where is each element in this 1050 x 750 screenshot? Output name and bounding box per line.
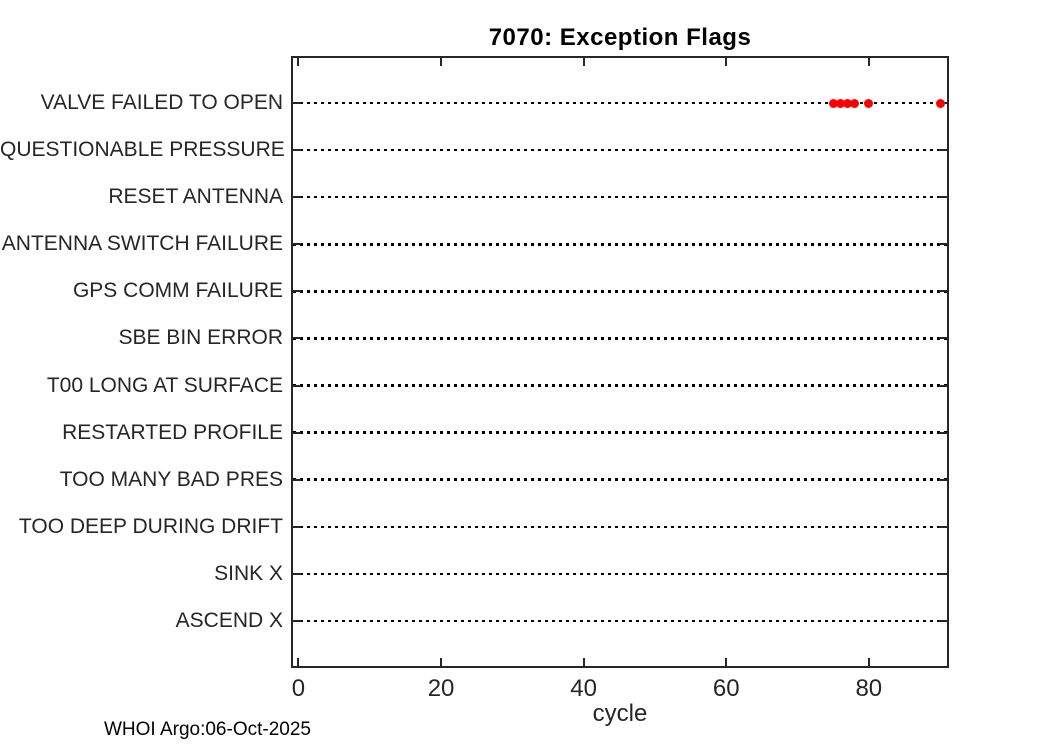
grid-line: [293, 525, 947, 529]
plot-area: [291, 56, 949, 668]
x-tick-mark: [297, 658, 300, 666]
y-tick-mark: [939, 290, 947, 293]
y-tick-mark: [939, 337, 947, 340]
y-tick-mark: [293, 149, 301, 152]
x-tick-mark: [582, 58, 585, 66]
y-tick-label: ASCEND X: [175, 608, 283, 632]
y-tick-mark: [939, 384, 947, 387]
y-tick-mark: [293, 243, 301, 246]
y-tick-mark: [939, 243, 947, 246]
y-tick-mark: [293, 196, 301, 199]
y-tick-label: SBE BIN ERROR: [118, 326, 283, 350]
grid-line: [293, 195, 947, 199]
y-tick-mark: [293, 619, 301, 622]
grid-line: [293, 478, 947, 481]
y-tick-label: T00 LONG AT SURFACE: [46, 373, 283, 397]
grid-line: [293, 101, 947, 105]
x-tick-mark: [440, 658, 443, 666]
y-tick-mark: [293, 102, 301, 105]
x-tick-label: 40: [570, 675, 597, 702]
x-tick-mark: [867, 658, 870, 666]
grid-line: [293, 148, 947, 152]
y-tick-mark: [939, 478, 947, 481]
y-tick-mark: [293, 431, 301, 434]
y-tick-mark: [293, 337, 301, 340]
data-point: [850, 98, 860, 108]
y-tick-label: TOO DEEP DURING DRIFT: [18, 514, 283, 538]
x-tick-label: 20: [427, 675, 455, 702]
y-tick-mark: [939, 572, 947, 575]
y-tick-label: SINK X: [214, 561, 283, 585]
y-tick-label: ANTENNA SWITCH FAILURE: [1, 232, 283, 256]
data-point: [835, 98, 845, 108]
y-tick-mark: [293, 478, 301, 481]
y-tick-label: TOO MANY BAD PRES: [59, 467, 283, 491]
y-tick-mark: [939, 196, 947, 199]
y-tick-label: RESET ANTENNA: [108, 185, 283, 209]
y-tick-mark: [293, 572, 301, 575]
x-axis-label: cycle: [592, 700, 648, 727]
grid-line: [293, 384, 947, 387]
y-tick-mark: [293, 384, 301, 387]
y-tick-label: VALVE FAILED TO OPEN: [40, 91, 283, 115]
grid-line: [293, 619, 947, 623]
x-tick-mark: [867, 58, 870, 66]
y-tick-label: GPS COMM FAILURE: [72, 279, 283, 303]
x-tick-mark: [725, 58, 728, 66]
y-tick-mark: [293, 290, 301, 293]
x-tick-mark: [725, 658, 728, 666]
grid-line: [293, 572, 947, 576]
grid-line: [293, 337, 947, 340]
y-tick-label: QUESTIONABLE PRESSURE: [0, 138, 285, 162]
x-tick-mark: [582, 658, 585, 666]
x-tick-label: 0: [291, 675, 306, 702]
y-tick-mark: [939, 619, 947, 622]
data-point: [842, 98, 852, 108]
y-tick-label: RESTARTED PROFILE: [62, 420, 283, 444]
data-point: [935, 98, 945, 108]
footer-text: WHOI Argo:06-Oct-2025: [104, 719, 311, 740]
y-tick-mark: [939, 149, 947, 152]
x-tick-mark: [440, 58, 443, 66]
x-tick-label: 80: [855, 675, 883, 702]
y-tick-mark: [293, 525, 301, 528]
data-point: [828, 98, 838, 108]
grid-line: [293, 290, 947, 293]
x-tick-mark: [297, 58, 300, 66]
chart-title: 7070: Exception Flags: [488, 24, 752, 51]
x-tick-label: 60: [712, 675, 740, 702]
grid-line: [293, 431, 947, 434]
data-point: [864, 98, 874, 108]
y-tick-mark: [939, 525, 947, 528]
grid-line: [293, 243, 947, 246]
y-tick-mark: [939, 431, 947, 434]
